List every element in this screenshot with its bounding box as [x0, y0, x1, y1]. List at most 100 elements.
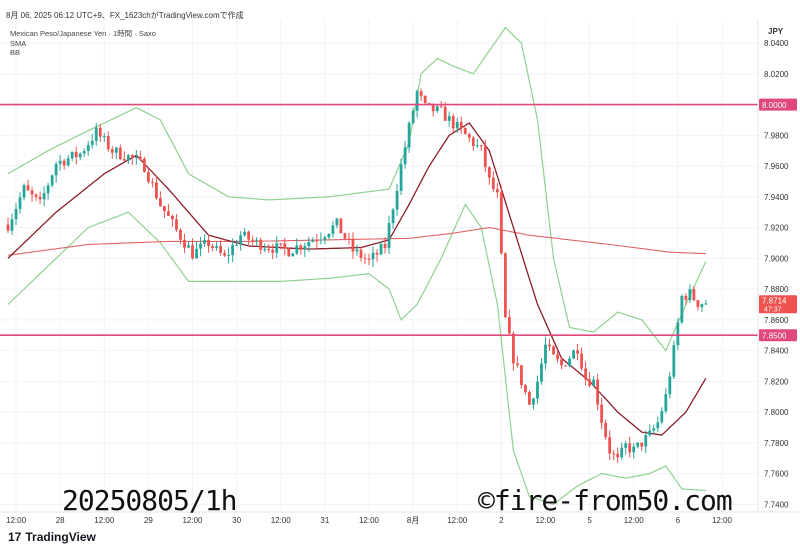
- candle[interactable]: [74, 146, 78, 165]
- candle[interactable]: [688, 284, 692, 303]
- candle[interactable]: [90, 133, 94, 149]
- candle[interactable]: [199, 236, 202, 257]
- candle[interactable]: [556, 349, 559, 363]
- candle[interactable]: [495, 183, 499, 198]
- candle[interactable]: [467, 132, 471, 143]
- candle[interactable]: [78, 152, 82, 161]
- candle[interactable]: [684, 293, 688, 305]
- candle[interactable]: [451, 113, 455, 134]
- candle[interactable]: [207, 234, 210, 253]
- candle[interactable]: [479, 144, 483, 152]
- candle[interactable]: [520, 365, 523, 389]
- candle[interactable]: [431, 103, 435, 117]
- candle[interactable]: [560, 356, 563, 370]
- candle[interactable]: [203, 234, 206, 247]
- candle[interactable]: [548, 339, 551, 352]
- candle[interactable]: [219, 240, 222, 256]
- candle[interactable]: [102, 133, 106, 143]
- candle[interactable]: [395, 183, 399, 216]
- candle[interactable]: [94, 122, 98, 146]
- candle[interactable]: [636, 442, 640, 449]
- candle[interactable]: [18, 192, 22, 214]
- candle[interactable]: [38, 191, 42, 205]
- candle[interactable]: [532, 397, 535, 410]
- candle[interactable]: [503, 252, 507, 319]
- candle[interactable]: [271, 243, 275, 260]
- candle[interactable]: [311, 237, 315, 243]
- candle[interactable]: [191, 238, 194, 260]
- candle[interactable]: [540, 358, 543, 385]
- candle[interactable]: [30, 186, 34, 202]
- candle[interactable]: [323, 235, 327, 245]
- candle[interactable]: [267, 243, 271, 253]
- candle[interactable]: [319, 232, 323, 245]
- candle[interactable]: [644, 430, 648, 454]
- candle[interactable]: [572, 349, 575, 359]
- candle[interactable]: [287, 247, 291, 257]
- candle[interactable]: [656, 416, 660, 433]
- candle[interactable]: [580, 347, 583, 371]
- candle[interactable]: [363, 253, 367, 265]
- candle[interactable]: [423, 95, 427, 106]
- candle[interactable]: [640, 442, 644, 451]
- candle[interactable]: [295, 238, 299, 255]
- candle[interactable]: [22, 183, 26, 201]
- candle[interactable]: [391, 207, 395, 230]
- candle[interactable]: [171, 214, 174, 227]
- candle[interactable]: [696, 299, 700, 311]
- candle[interactable]: [62, 158, 66, 170]
- price-axis[interactable]: 8.0400 8.0200 7.9800 7.9600 7.9400 7.9200 7.90…: [764, 39, 789, 509]
- candle[interactable]: [327, 233, 331, 240]
- time-axis[interactable]: 12:00 28 12:00 29 12:00 30 12:00 31 12:00 8月 12:00…: [6, 516, 733, 525]
- candle[interactable]: [411, 107, 415, 125]
- horizontal-lines[interactable]: [0, 103, 758, 336]
- legend-bb[interactable]: BB: [10, 48, 21, 57]
- candle[interactable]: [98, 123, 102, 142]
- candle[interactable]: [652, 424, 656, 434]
- candle[interactable]: [399, 158, 403, 196]
- candle[interactable]: [114, 146, 118, 160]
- candle[interactable]: [159, 191, 162, 207]
- candle[interactable]: [487, 166, 491, 185]
- candle[interactable]: [183, 233, 186, 254]
- candle[interactable]: [187, 241, 190, 248]
- candle[interactable]: [544, 337, 547, 370]
- candle[interactable]: [299, 243, 303, 255]
- candle[interactable]: [82, 148, 86, 157]
- candle[interactable]: [315, 234, 319, 248]
- candle[interactable]: [524, 383, 527, 395]
- candle[interactable]: [303, 242, 307, 258]
- legend-symbol[interactable]: Mexican Peso/Japanese Yen · 1時間 · Saxo: [10, 29, 156, 38]
- candle[interactable]: [463, 127, 467, 135]
- candle[interactable]: [608, 430, 612, 461]
- candle[interactable]: [612, 449, 616, 461]
- candle[interactable]: [367, 253, 371, 265]
- candle[interactable]: [620, 442, 624, 460]
- candle[interactable]: [34, 193, 38, 201]
- candle[interactable]: [167, 204, 170, 217]
- candle[interactable]: [616, 447, 620, 464]
- candle[interactable]: [347, 232, 351, 245]
- candle[interactable]: [291, 252, 295, 257]
- candle[interactable]: [351, 232, 355, 259]
- candle[interactable]: [355, 244, 359, 256]
- candle[interactable]: [668, 371, 672, 399]
- candle[interactable]: [179, 228, 182, 245]
- candle[interactable]: [375, 249, 379, 262]
- candle[interactable]: [491, 171, 495, 193]
- candle[interactable]: [371, 246, 375, 267]
- candle[interactable]: [50, 174, 54, 188]
- candle[interactable]: [259, 237, 263, 255]
- candle[interactable]: [680, 294, 684, 325]
- candle[interactable]: [447, 111, 451, 127]
- candle[interactable]: [387, 215, 391, 254]
- candle[interactable]: [475, 139, 479, 148]
- candle[interactable]: [283, 237, 287, 256]
- candle[interactable]: [568, 355, 571, 368]
- candle[interactable]: [70, 151, 74, 162]
- candle[interactable]: [155, 175, 158, 200]
- candle[interactable]: [263, 243, 267, 253]
- candle[interactable]: [455, 117, 459, 133]
- candle[interactable]: [592, 376, 596, 387]
- candle[interactable]: [46, 182, 50, 200]
